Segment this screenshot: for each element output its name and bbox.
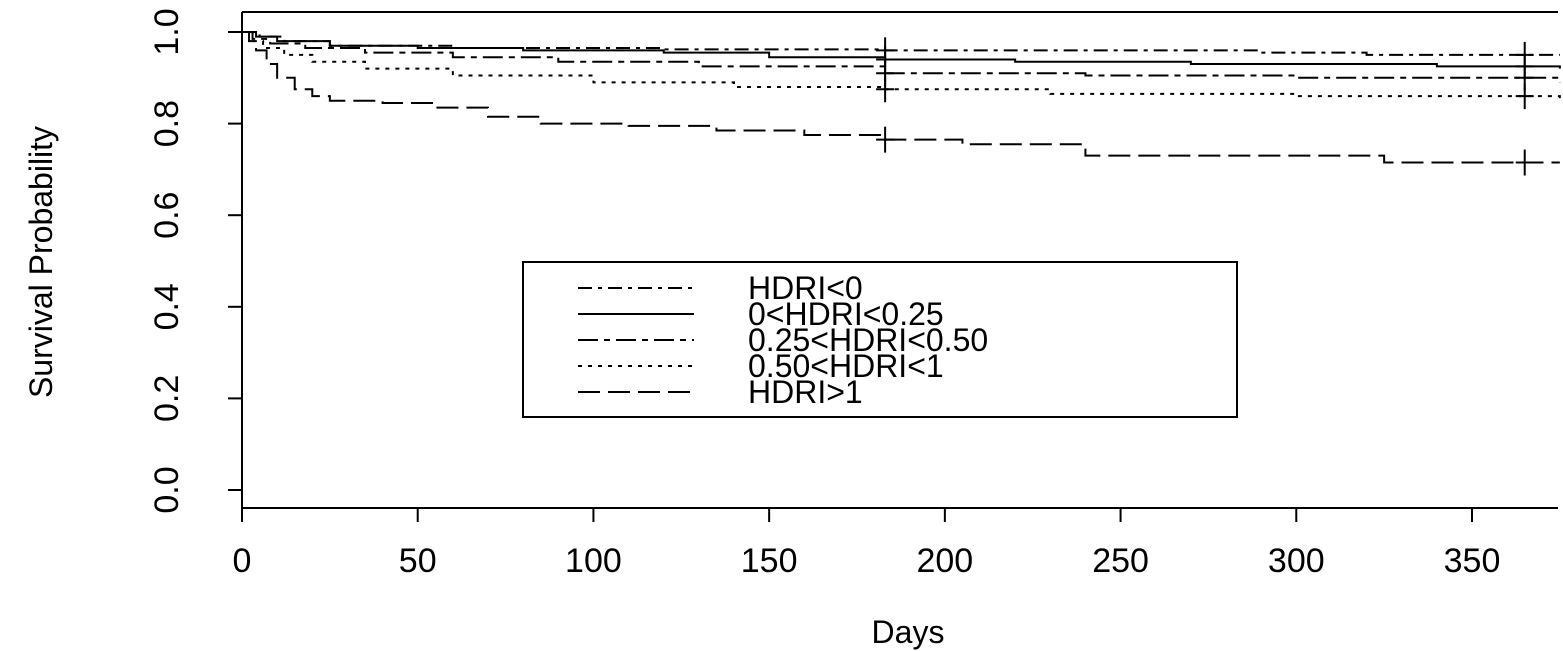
x-tick-label: 100 [565,542,622,580]
y-tick-label: 0.0 [148,466,186,513]
legend-label: HDRI<0 [748,270,863,306]
legend: HDRI<00<HDRI<0.250.25<HDRI<0.500.50<HDRI… [522,261,1238,418]
censor-marks [876,37,1534,176]
x-tick-label: 0 [233,542,252,580]
y-ticks: 0.0 0.2 0.4 0.6 0.8 1.0 [148,8,242,514]
legend-label: 0<HDRI<0.25 [748,296,944,332]
survival-curve [242,31,1561,101]
y-axis-title: Survival Probability [23,126,59,398]
x-tick-label: 250 [1092,542,1149,580]
x-ticks: 0 50 100 150 200 250 300 350 [233,508,1501,580]
x-axis-title: Days [872,614,945,650]
survival-curve [242,31,1560,164]
legend-label: 0.50<HDRI<1 [748,348,944,384]
y-tick-label: 0.8 [148,100,186,147]
x-tick-label: 350 [1444,542,1501,580]
x-tick-label: 300 [1268,542,1325,580]
x-tick-label: 150 [741,542,798,580]
y-tick-label: 0.2 [148,375,186,422]
legend-label: HDRI>1 [748,374,863,410]
y-tick-label: 0.4 [148,283,186,330]
survival-curves [242,31,1561,164]
survival-curve [242,31,1561,69]
y-tick-label: 1.0 [148,8,186,55]
y-tick-label: 0.6 [148,192,186,239]
legend-label: 0.25<HDRI<0.50 [748,322,988,358]
axes [241,11,1558,509]
survival-curve [242,31,1560,56]
survival-curve [242,31,1561,83]
x-tick-label: 200 [916,542,973,580]
x-tick-label: 50 [399,542,437,580]
